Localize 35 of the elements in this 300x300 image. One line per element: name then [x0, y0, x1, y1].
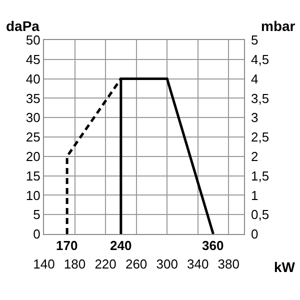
y2-tick-label: 0,5: [251, 207, 270, 222]
x-tick-label: 220: [94, 256, 116, 272]
y-tick-label: 15: [26, 168, 40, 184]
y2-tick-label: 5: [251, 32, 258, 48]
x-tick-label: 340: [187, 256, 209, 272]
y2-tick-label: 1: [251, 188, 258, 203]
y2-tick-label: 3: [251, 110, 258, 126]
y-tick-label: 10: [26, 188, 40, 203]
y-tick-label: 40: [26, 71, 40, 86]
y-tick-label: 20: [26, 148, 40, 164]
y2-tick-label: 4,5: [251, 52, 270, 67]
x-tick-label: 380: [218, 256, 240, 272]
annotation: 240: [110, 238, 132, 253]
y2-tick-label: 2: [251, 148, 258, 164]
x-tick-label: 140: [33, 256, 55, 272]
x-tick-label: 180: [64, 256, 86, 272]
y-tick-label: 0: [33, 226, 40, 242]
annotation: 170: [56, 238, 78, 253]
y2-tick-label: 1,5: [251, 168, 270, 184]
y-axis-title: daPa: [6, 18, 40, 34]
y-tick-label: 5: [33, 207, 40, 222]
y-tick-label: 50: [26, 32, 40, 48]
y-tick-label: 25: [26, 130, 40, 145]
annotation: 360: [202, 238, 224, 253]
y2-axis-title: mbar: [261, 18, 296, 34]
y2-tick-label: 4: [251, 71, 258, 86]
y-tick-label: 30: [26, 110, 40, 126]
y2-tick-label: 0: [251, 226, 258, 242]
y-tick-label: 45: [26, 52, 40, 67]
x-axis-title: kW: [274, 259, 296, 275]
y-tick-label: 35: [26, 90, 40, 106]
x-tick-label: 260: [125, 256, 148, 272]
y2-tick-label: 2,5: [251, 130, 270, 145]
x-tick-label: 300: [156, 256, 178, 272]
y2-tick-label: 3,5: [251, 90, 270, 106]
